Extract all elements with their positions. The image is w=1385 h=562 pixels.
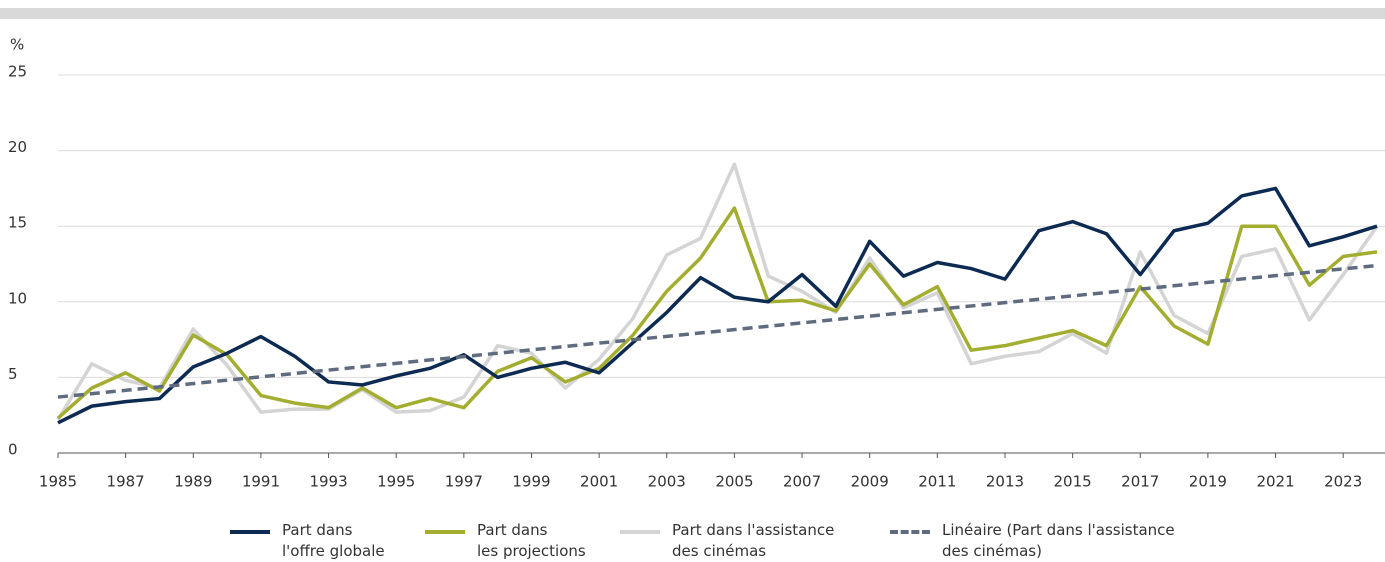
x-tick-label: 1989 — [174, 473, 212, 491]
series-line — [56, 206, 1378, 420]
x-tick-label: 2023 — [1324, 473, 1362, 491]
legend-swatch — [890, 530, 930, 534]
x-tick-label: 1991 — [242, 473, 280, 491]
y-tick-label: 10 — [8, 289, 27, 307]
x-tick-label: 2001 — [580, 473, 618, 491]
legend-swatch — [230, 530, 270, 534]
legend-item: Part dans l'offre globale — [230, 520, 385, 562]
y-tick-label: 20 — [8, 138, 27, 156]
x-tick-label: 2005 — [715, 473, 753, 491]
x-tick-label: 2009 — [851, 473, 889, 491]
x-tick-label: 1993 — [309, 473, 347, 491]
legend-label: Part dans l'assistance des cinémas — [672, 521, 835, 560]
legend-label: Part dans les projections — [477, 521, 586, 560]
x-tick-label: 1995 — [377, 473, 415, 491]
x-tick-label: 2007 — [783, 473, 821, 491]
x-tick-label: 2017 — [1121, 473, 1159, 491]
top-band — [0, 8, 1385, 19]
x-tick-label: 1997 — [445, 473, 483, 491]
x-tick-label: 2003 — [648, 473, 686, 491]
y-tick-label: 15 — [8, 214, 27, 232]
legend-label: Linéaire (Part dans l'assistance des cin… — [942, 521, 1175, 560]
x-tick-label: 2019 — [1189, 473, 1227, 491]
y-tick-label: 0 — [8, 441, 18, 459]
x-tick-label: 1987 — [107, 473, 145, 491]
series-line — [57, 186, 1378, 425]
trend-line — [57, 263, 1378, 399]
y-tick-label: 25 — [8, 63, 27, 81]
y-unit-label: % — [10, 36, 24, 54]
legend: Part dans l'offre globale Part dans les p… — [0, 520, 1385, 561]
series-line — [56, 162, 1379, 421]
legend-item: Part dans les projections — [425, 520, 586, 562]
x-tick-label: 2021 — [1256, 473, 1294, 491]
legend-label: Part dans l'offre globale — [282, 521, 385, 560]
legend-item: Part dans l'assistance des cinémas — [620, 520, 834, 562]
x-tick-label: 2011 — [918, 473, 956, 491]
x-tick-label: 2013 — [986, 473, 1024, 491]
chart: % 0 5 10 15 20 25 1985 1987 1989 1991 1993 1995 1997… — [0, 8, 1385, 491]
x-tick-label: 2015 — [1054, 473, 1092, 491]
legend-item: Linéaire (Part dans l'assistance des cin… — [890, 520, 1175, 562]
legend-swatch — [620, 530, 660, 534]
x-tick-label: 1985 — [39, 473, 77, 491]
y-tick-label: 5 — [8, 365, 18, 383]
x-tick-label: 1999 — [512, 473, 550, 491]
legend-swatch — [425, 530, 465, 534]
